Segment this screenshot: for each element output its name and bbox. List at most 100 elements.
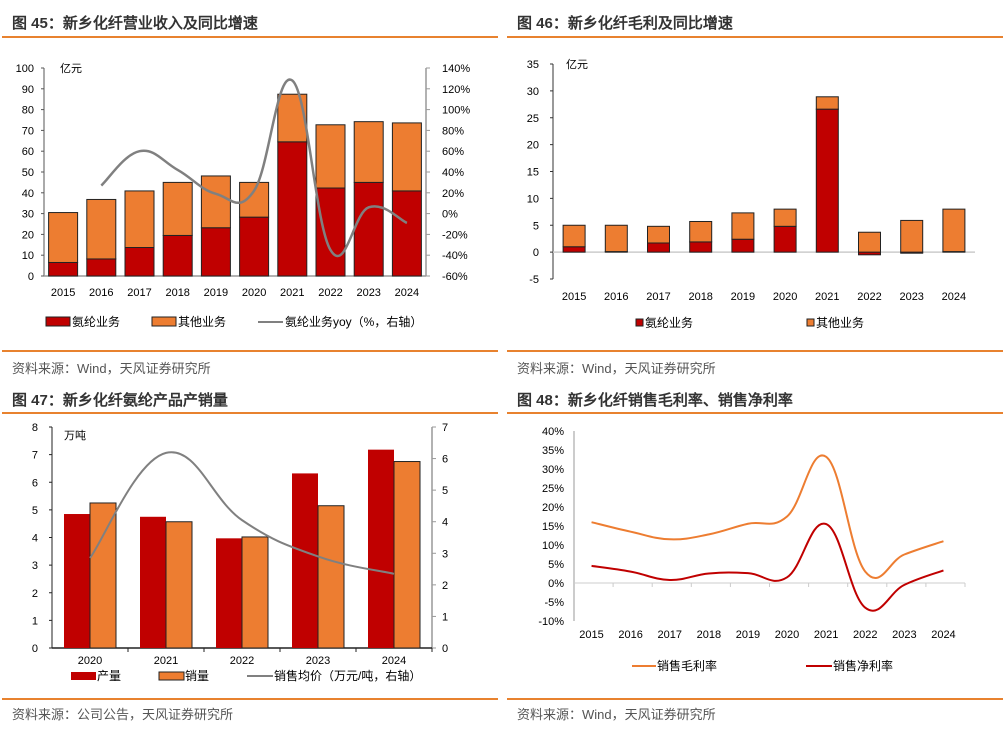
y2-tick-label: 0%: [442, 209, 458, 221]
y2-tick-label: 6: [442, 454, 448, 466]
figure-48-source: 资料来源：Wind，天风证券研究所: [517, 707, 716, 722]
y-tick-label: 90: [22, 84, 34, 96]
bar-spandex: [562, 246, 586, 253]
bar-sales: [241, 536, 269, 649]
title-rule: [507, 36, 1003, 38]
bar-spandex: [731, 238, 755, 253]
x-tick-label: 2017: [658, 629, 682, 641]
y-tick-label: 0: [533, 247, 539, 259]
y-tick-label: 80: [22, 105, 34, 117]
line-net-margin: [591, 522, 944, 612]
bar-other: [562, 224, 586, 248]
y-tick-label: 7: [32, 450, 38, 462]
bar-spandex: [647, 242, 670, 253]
y2-tick-label: 0: [442, 643, 448, 655]
y-tick-label: -5%: [544, 597, 564, 609]
source-rule: [2, 698, 498, 700]
y-tick-label: 40: [22, 188, 34, 200]
bar-production: [64, 514, 90, 648]
figure-45-source: 资料来源：Wind，天风证券研究所: [12, 361, 211, 376]
y-tick-label: 0: [28, 271, 34, 283]
bar-spandex: [689, 241, 713, 253]
x-tick-label: 2021: [154, 655, 178, 667]
bar-spandex: [277, 141, 308, 277]
line-gross-margin: [591, 454, 944, 580]
line-price: [89, 451, 395, 575]
legend-swatch-other: [151, 316, 177, 327]
figure-47: 图 47：新乡化纤氨纶产品产销量 0 1 2 3 4 5 6 7 8 0 1 2 3 4 5 6 7 万吨 2020…: [0, 380, 500, 729]
legend-label: 氨纶业务: [72, 314, 120, 329]
x-tick-label: 2022: [857, 291, 881, 303]
y-tick-label: 10%: [542, 540, 564, 552]
y-tick-label: 20: [22, 229, 34, 241]
x-tick-label: 2020: [78, 655, 102, 667]
x-tick-label: 2018: [165, 287, 189, 299]
bar-production: [140, 516, 166, 648]
bar-other: [689, 220, 713, 243]
figure-45: 图 45：新乡化纤营业收入及同比增速 0 10 20 30 40 50 60 70 80 90 10…: [0, 0, 500, 380]
x-tick-label: 2023: [899, 291, 923, 303]
x-tick-label: 2019: [736, 629, 760, 641]
legend-label: 销售毛利率: [657, 658, 717, 673]
y-tick-label: 4: [32, 533, 38, 545]
y-tick-label: 1: [32, 615, 38, 627]
bar-other: [773, 208, 797, 227]
title-rule: [2, 412, 498, 414]
y-tick-label: 100: [16, 63, 34, 75]
x-tick-label: 2022: [318, 287, 342, 299]
x-tick-label: 2016: [89, 287, 113, 299]
y-tick-label: 5: [533, 220, 539, 232]
x-tick-label: 2018: [688, 291, 712, 303]
chart-48: -10% -5% 0% 5% 10% 15% 20% 25% 30% 35% 40% 2015 2016…: [538, 426, 966, 673]
legend-label: 氨纶业务yoy（%，右轴）: [285, 314, 422, 329]
bar-other: [162, 181, 193, 236]
legend-swatch-production: [71, 672, 96, 680]
figure-47-source: 资料来源：公司公告，天风证券研究所: [12, 707, 234, 722]
bar-spandex: [315, 187, 346, 277]
unit-label: 亿元: [60, 62, 82, 75]
legend-swatch-other: [806, 318, 815, 327]
bar-spandex: [391, 190, 422, 277]
bar-spandex: [773, 225, 797, 253]
source-rule: [507, 698, 1003, 700]
line-yoy: [100, 78, 408, 258]
figure-48: 图 48：新乡化纤销售毛利率、销售净利率 -10% -5% 0% 5% 10% 15% 20…: [505, 380, 1005, 729]
bar-other: [858, 231, 881, 253]
y-tick-label: 35: [527, 59, 539, 71]
bar-spandex: [162, 234, 193, 277]
x-tick-label: 2018: [697, 629, 721, 641]
y-tick-label: 6: [32, 477, 38, 489]
bar-spandex: [239, 216, 270, 277]
legend-label: 产量: [97, 669, 121, 683]
x-tick-label: 2017: [646, 291, 670, 303]
y-tick-label: 8: [32, 422, 38, 434]
bar-production: [292, 473, 318, 648]
figure-46-source: 资料来源：Wind，天风证券研究所: [517, 361, 716, 376]
legend-swatch-spandex: [45, 316, 71, 327]
bar-other: [353, 121, 384, 183]
legend-label: 其他业务: [816, 315, 864, 330]
x-tick-label: 2023: [892, 629, 916, 641]
y2-tick-label: 5: [442, 485, 448, 497]
bar-other: [200, 175, 231, 229]
x-tick-label: 2017: [127, 287, 151, 299]
y2-tick-label: 2: [442, 580, 448, 592]
x-tick-label: 2016: [604, 291, 628, 303]
x-tick-label: 2019: [204, 287, 228, 299]
unit-label: 万吨: [64, 429, 86, 442]
bar-other: [815, 96, 839, 110]
title-rule: [2, 36, 498, 38]
figure-45-title: 图 45：新乡化纤营业收入及同比增速: [12, 15, 258, 32]
y2-tick-label: 80%: [442, 125, 464, 137]
y-tick-label: -5: [529, 274, 539, 286]
x-tick-label: 2015: [51, 287, 75, 299]
bar-other: [604, 224, 628, 253]
legend-swatch-sales: [158, 671, 185, 681]
legend-label: 销售净利率: [833, 658, 893, 673]
bar-other: [900, 219, 924, 253]
x-tick-label: 2020: [775, 629, 799, 641]
figure-46: 图 46：新乡化纤毛利及同比增速 -5 0 5 10 15 20 25 30 35 亿元 2015 2…: [505, 0, 1005, 380]
y2-tick-label: -40%: [442, 250, 468, 262]
y2-tick-label: 120%: [442, 84, 470, 96]
bar-other: [942, 208, 966, 253]
